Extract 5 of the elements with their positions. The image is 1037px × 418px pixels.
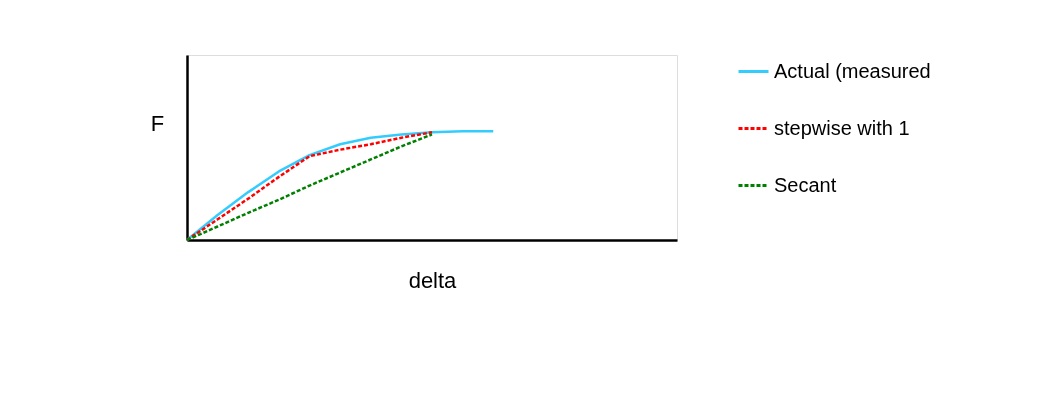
y-axis-title: F — [150, 110, 165, 136]
legend-label: Secant — [774, 173, 837, 196]
x-axis-title: delta — [408, 267, 458, 293]
legend-label: Actual (measured — [774, 59, 931, 82]
legend-label: stepwise with 1 — [774, 116, 910, 139]
